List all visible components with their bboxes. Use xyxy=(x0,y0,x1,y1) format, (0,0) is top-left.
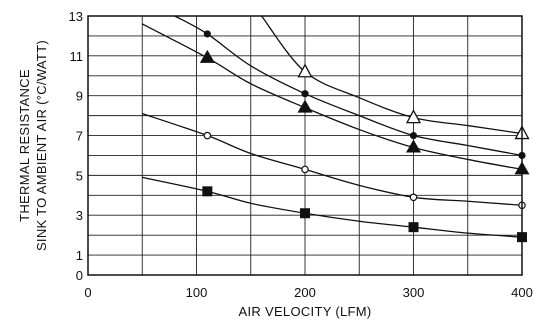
y-tick-label: 7 xyxy=(76,129,83,144)
series-line-1 xyxy=(261,15,523,135)
y-axis-label-line-2: SINK TO AMBIENT AIR (°C/WATT) xyxy=(34,40,49,251)
y-tick-label: 0 xyxy=(76,268,83,283)
plot-frame xyxy=(87,15,523,276)
data-point-triangle-filled xyxy=(406,139,421,153)
data-point-circle-open xyxy=(301,165,309,174)
data-point-circle-open xyxy=(409,193,418,202)
data-point-triangle-open xyxy=(405,109,422,124)
y-tick-label: 11 xyxy=(70,49,84,64)
data-point-circle-filled xyxy=(409,131,418,140)
data-point-triangle-filled xyxy=(297,99,313,113)
x-axis-label: AIR VELOCITY (LFM) xyxy=(238,304,371,319)
x-tick-label: 200 xyxy=(294,285,316,300)
data-point-triangle-filled xyxy=(199,49,215,63)
y-tick-label: 1 xyxy=(76,248,83,263)
y-tick-label: 9 xyxy=(76,89,83,104)
series-markers xyxy=(199,30,530,243)
y-tick-label: 13 xyxy=(69,9,83,24)
series-line-2 xyxy=(174,15,523,157)
x-tick-label: 0 xyxy=(84,285,91,300)
x-tick-label: 400 xyxy=(511,285,533,300)
data-point-triangle-open xyxy=(297,63,313,78)
y-tick-label: 5 xyxy=(76,168,83,183)
grid xyxy=(88,16,522,275)
x-tick-labels: 0 100 200 300 400 xyxy=(84,285,532,300)
data-point-circle-filled xyxy=(301,90,309,98)
y-tick-label: 3 xyxy=(76,208,83,223)
data-point-square-filled xyxy=(300,208,310,219)
series-line-5 xyxy=(142,176,523,238)
series-curves xyxy=(141,15,523,238)
data-point-circle-filled xyxy=(203,30,211,38)
data-point-circle-open xyxy=(203,131,212,140)
y-axis-label-line-1: THERMAL RESISTANCE xyxy=(17,69,32,222)
series-line-3 xyxy=(141,23,523,171)
data-point-square-filled xyxy=(202,186,213,197)
x-tick-label: 100 xyxy=(186,285,208,300)
data-point-square-filled xyxy=(408,222,419,233)
x-tick-label: 300 xyxy=(403,285,425,300)
